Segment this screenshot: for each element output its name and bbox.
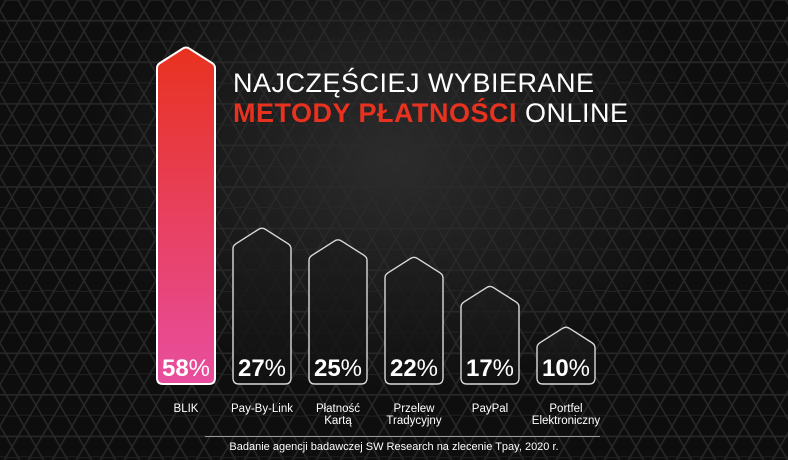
bar-0 xyxy=(156,46,216,385)
title-accent: METODY PŁATNOŚCI xyxy=(233,98,518,128)
title-line-1: NAJCZĘŚCIEJ WYBIERANE xyxy=(233,68,595,98)
bar-5 xyxy=(536,326,596,385)
category-label-3: Przelew Tradycyjny xyxy=(386,403,441,427)
bar-3 xyxy=(384,256,444,385)
category-label-1: Pay-By-Link xyxy=(231,403,293,415)
title-line-2-rest: ONLINE xyxy=(517,98,629,128)
chart-title: NAJCZĘŚCIEJ WYBIERANE METODY PŁATNOŚCI O… xyxy=(233,68,629,128)
category-label-0: BLIK xyxy=(174,403,199,415)
footer-divider xyxy=(205,436,600,437)
value-label-4: 17% xyxy=(466,355,514,382)
source-note: Badanie agencji badawczej SW Research na… xyxy=(229,441,559,453)
value-label-2: 25% xyxy=(314,355,362,382)
bar-1 xyxy=(232,227,292,385)
category-label-5: Portfel Elektroniczny xyxy=(532,403,601,427)
value-label-5: 10% xyxy=(542,355,590,382)
bar-4 xyxy=(460,285,520,385)
category-label-2: Płatność Kartą xyxy=(316,403,360,427)
bar-2 xyxy=(308,239,368,385)
value-label-1: 27% xyxy=(238,355,286,382)
category-label-4: PayPal xyxy=(472,403,508,415)
value-label-0: 58% xyxy=(162,355,210,382)
value-label-3: 22% xyxy=(390,355,438,382)
